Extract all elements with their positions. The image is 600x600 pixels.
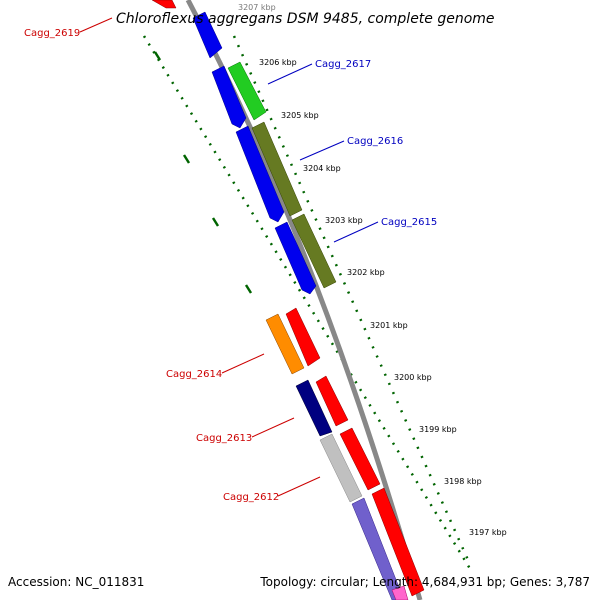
gene-arrow-cagg-2611a	[351, 497, 405, 600]
gene-arrow-cagg-2613a	[295, 379, 333, 437]
gene-label-cagg-2616[interactable]: Cagg_2616	[347, 136, 403, 147]
tick-label: 3203 kbp	[325, 216, 363, 225]
gene-arrow-cagg-2610	[391, 585, 409, 600]
gene-arrow-cagg-2617b	[227, 61, 267, 121]
gene-label-cagg-2613[interactable]: Cagg_2613	[196, 433, 252, 444]
gene-arrow-cagg-2615a	[274, 221, 317, 295]
tick-label: 3201 kbp	[370, 321, 408, 330]
tick-label: 3199 kbp	[419, 425, 457, 434]
gene-arrow-cagg-2615b	[291, 213, 337, 289]
gene-label-cagg-2615[interactable]: Cagg_2615	[381, 217, 437, 228]
inner-major-ticks	[153, 51, 253, 294]
gene-label-cagg-2612[interactable]: Cagg_2612	[223, 492, 279, 503]
forward-genes	[192, 11, 337, 295]
tick-label: 3198 kbp	[444, 477, 482, 486]
gene-labels: Cagg_2619 Cagg_2617 Cagg_2616 Cagg_2615 …	[24, 28, 437, 503]
reverse-genes	[151, 0, 425, 600]
tick-label: 3207 kbp	[238, 3, 276, 12]
gene-arrow-cagg-2614b	[285, 307, 321, 367]
inner-scale-dots	[142, 35, 474, 573]
gene-arrow-cagg-2612b	[339, 427, 381, 491]
gene-arrow-cagg-2616b	[251, 121, 303, 217]
map-title: Chloroflexus aggregans DSM 9485, complet…	[116, 11, 495, 27]
tick-label: 3205 kbp	[281, 111, 319, 120]
accession-text: Accession: NC_011831	[8, 575, 144, 589]
tick-labels: 3207 kbp 3206 kbp 3205 kbp 3204 kbp 3203…	[238, 3, 507, 537]
gene-arrow-cagg-2619	[151, 0, 177, 9]
tick-label: 3204 kbp	[303, 164, 341, 173]
gene-label-cagg-2617[interactable]: Cagg_2617	[315, 59, 371, 70]
tick-label: 3197 kbp	[469, 528, 507, 537]
genome-summary-text: Topology: circular; Length: 4,684,931 bp…	[259, 575, 590, 589]
tick-label: 3202 kbp	[347, 268, 385, 277]
gene-arrow-cagg-2611b	[371, 487, 425, 597]
gene-arrow-cagg-2614a	[265, 313, 305, 375]
gene-arrow-cagg-2616a	[235, 125, 285, 223]
gene-arrow-cagg-2618	[192, 11, 223, 59]
gene-arrow-cagg-2613b	[315, 375, 349, 427]
tick-label: 3200 kbp	[394, 373, 432, 382]
gene-label-cagg-2614[interactable]: Cagg_2614	[166, 369, 222, 380]
gene-label-cagg-2619[interactable]: Cagg_2619	[24, 28, 80, 39]
gene-arrow-cagg-2617a	[211, 65, 247, 129]
gene-arrow-cagg-2612a	[319, 433, 363, 503]
label-leaders	[79, 17, 379, 497]
tick-label: 3206 kbp	[259, 58, 297, 67]
